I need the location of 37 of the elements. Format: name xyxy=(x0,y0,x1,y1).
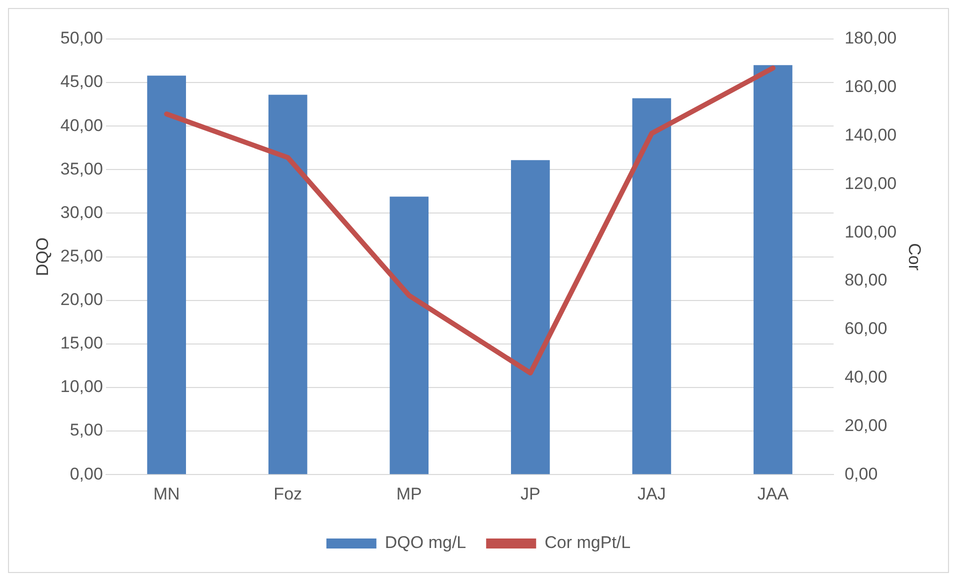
y-tick-label: 35,00 xyxy=(60,159,103,178)
y2-axis-title: Cor xyxy=(905,243,924,271)
y2-tick-label: 120,00 xyxy=(844,174,897,193)
y2-tick-label: 140,00 xyxy=(844,125,897,144)
y2-tick-label: 40,00 xyxy=(844,367,888,386)
bar xyxy=(511,160,550,474)
x-tick-label: JAJ xyxy=(638,484,666,504)
y2-tick-label: 80,00 xyxy=(844,270,888,290)
y-tick-label: 10,00 xyxy=(60,377,103,396)
y2-tick-label: 100,00 xyxy=(844,222,897,242)
y-tick-label: 50,00 xyxy=(60,28,103,48)
legend-label: DQO mg/L xyxy=(384,533,466,552)
y-tick-label: 0,00 xyxy=(70,464,103,484)
y2-tick-label: 0,00 xyxy=(844,464,878,484)
y2-tick-label: 180,00 xyxy=(844,28,897,48)
y-tick-label: 15,00 xyxy=(60,334,103,353)
legend-label: Cor mgPt/L xyxy=(544,533,631,552)
bar xyxy=(754,65,792,474)
bar xyxy=(632,98,672,474)
y-axis-title: DQO xyxy=(32,237,52,276)
x-tick-label: MN xyxy=(153,484,180,504)
x-tick-label: MP xyxy=(396,484,422,504)
x-tick-label: JAA xyxy=(757,484,790,504)
y2-tick-label: 20,00 xyxy=(844,416,888,435)
bar xyxy=(268,94,308,474)
y-tick-label: 40,00 xyxy=(60,116,103,135)
y-tick-label: 30,00 xyxy=(60,202,103,222)
y-tick-label: 25,00 xyxy=(60,246,103,266)
y2-tick-label: 60,00 xyxy=(844,319,888,338)
y-tick-label: 45,00 xyxy=(60,72,103,92)
y-tick-label: 5,00 xyxy=(70,420,103,440)
y2-tick-label: 160,00 xyxy=(844,77,897,96)
bar xyxy=(390,196,429,474)
x-tick-label: JP xyxy=(520,484,540,504)
y-tick-label: 20,00 xyxy=(60,290,103,310)
bar xyxy=(147,76,186,474)
x-tick-label: Foz xyxy=(274,484,302,504)
